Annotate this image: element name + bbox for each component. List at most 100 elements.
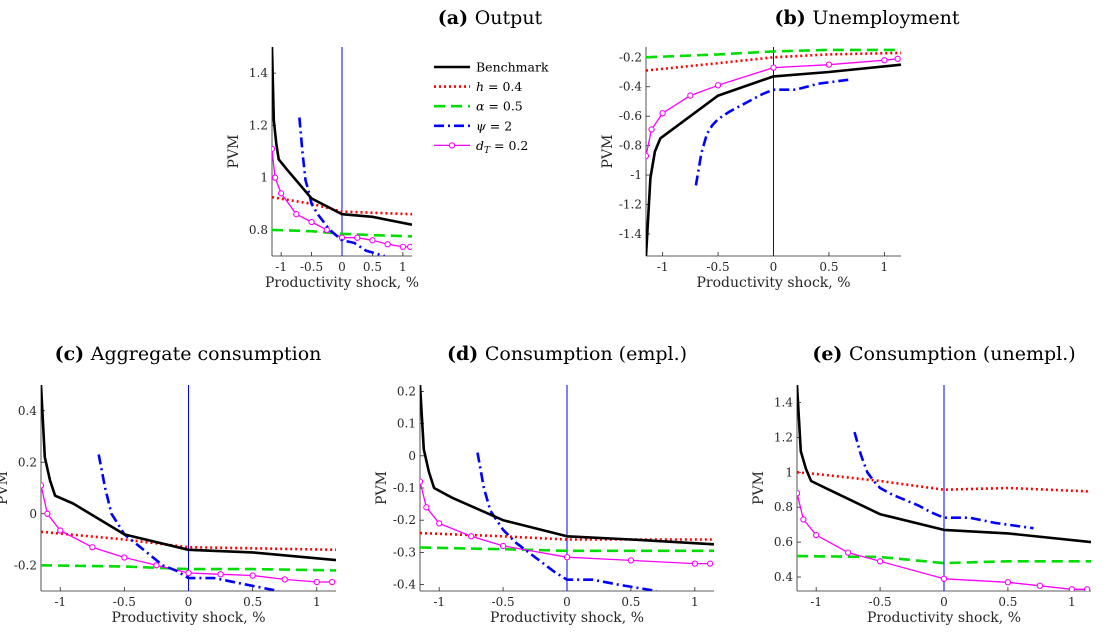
series-line-alpha — [272, 228, 412, 238]
series-point-dT — [1036, 582, 1044, 589]
series-point-dT — [881, 57, 888, 64]
y-tick-label: -0.2 — [393, 513, 416, 527]
x-tick-label: 1 — [691, 595, 699, 609]
series-point-dT — [940, 575, 948, 582]
series-line-bench — [646, 63, 901, 256]
series-line-h — [797, 471, 1091, 493]
x-tick-label: 1 — [313, 595, 321, 609]
y-tick-label: 1.4 — [774, 395, 793, 409]
y-tick-label: 0.2 — [18, 455, 37, 469]
series-line-alpha — [41, 564, 336, 572]
series-line-bench — [41, 385, 336, 562]
x-tick-label: 1 — [399, 260, 407, 274]
series-point-dT — [876, 558, 884, 565]
x-tick-label: 0 — [940, 595, 948, 609]
series-point-dT — [563, 554, 571, 561]
x-tick-label: 1 — [1068, 595, 1076, 609]
y-tick-label: -0.8 — [619, 139, 642, 153]
y-tick-label: 1 — [785, 465, 793, 479]
series-point-dT — [420, 478, 424, 485]
series-point-dT — [1084, 586, 1091, 591]
chart-panel-a: (a) Output -1 -0.5 0 0.5 1 0.8 1 1.2 1.4 Productiv… — [226, 7, 549, 291]
chart-panel-c: (c) Aggregate consumption -1 -0.5 0 0.5 1 -0.2… — [0, 343, 336, 626]
y-tick-label: 1 — [260, 171, 268, 185]
y-tick-label: 1.4 — [249, 66, 268, 80]
x-tick-label: 0 — [770, 260, 778, 274]
x-tick-label: 0 — [563, 595, 571, 609]
chart-panel-b: (b) Unemployment -1 -0.5 0 0.5 1 -1.4 -1.2 -1 -0.… — [600, 7, 960, 291]
series-point-dT — [423, 504, 430, 511]
x-axis-label: Productivity shock, % — [697, 275, 851, 291]
y-tick-label: 0.6 — [774, 535, 793, 549]
y-axis-label: PVM — [600, 135, 616, 169]
series-point-dT — [313, 578, 320, 586]
series-group — [272, 47, 412, 256]
series-point-dT — [329, 578, 336, 586]
series-group — [797, 385, 1091, 591]
y-tick-label: 1.2 — [249, 118, 268, 132]
y-tick-label: 0.8 — [249, 223, 268, 237]
series-point-dT — [185, 569, 192, 577]
series-line-dT — [272, 148, 411, 248]
chart-title: (b) Unemployment — [775, 7, 960, 29]
series-line-bench — [272, 47, 412, 226]
y-tick-label: -1.4 — [619, 227, 643, 241]
y-tick-label: -0.4 — [393, 578, 417, 592]
series-point-dT — [691, 560, 698, 567]
y-tick-label: 0 — [29, 507, 37, 521]
series-point-dT — [89, 544, 96, 551]
y-tick-label: -0.4 — [619, 80, 643, 94]
series-line-alpha — [646, 48, 901, 59]
series-line-psi — [97, 454, 279, 591]
series-line-bench — [420, 385, 714, 546]
series-point-dT — [1004, 579, 1012, 586]
series-point-dT — [648, 126, 655, 133]
y-tick-label: 0.4 — [18, 404, 37, 418]
series-point-dT — [369, 237, 376, 244]
x-axis-label: Productivity shock, % — [112, 610, 266, 626]
legend-marker-dT — [448, 142, 456, 149]
series-point-dT — [121, 554, 128, 561]
series-point-dT — [153, 562, 160, 569]
series-point-dT — [308, 218, 315, 226]
series-point-dT — [499, 542, 507, 550]
x-tick-label: -1 — [810, 595, 822, 609]
series-line-psi — [853, 431, 1034, 530]
series-group — [420, 385, 714, 591]
x-tick-label: -0.5 — [492, 595, 515, 609]
x-tick-label: 0.5 — [243, 595, 262, 609]
x-tick-label: 0.5 — [363, 260, 382, 274]
series-line-dT — [646, 58, 898, 157]
series-point-dT — [467, 533, 475, 540]
x-tick-label: -1 — [657, 260, 669, 274]
series-point-dT — [272, 145, 276, 153]
x-tick-label: 1 — [881, 260, 889, 274]
chart-title: (d) Consumption (empl.) — [447, 343, 687, 365]
chart-title: (a) Output — [438, 7, 543, 29]
y-tick-label: -0.3 — [393, 545, 416, 559]
series-point-dT — [687, 92, 694, 99]
series-point-dT — [354, 234, 361, 241]
y-axis-label: PVM — [0, 471, 11, 505]
series-point-dT — [277, 190, 285, 197]
series-group — [41, 385, 336, 591]
y-tick-label: -0.6 — [619, 109, 642, 123]
chart-panel-d: (d) Consumption (empl.) -1 -0.5 0 0.5 1 -0.4 -0… — [374, 343, 714, 626]
series-point-dT — [281, 576, 288, 583]
series-line-bench — [797, 385, 1091, 544]
chart-panel-e: (e) Consumption (unempl.) -1 -0.5 0 0.5 1 0.4 0… — [751, 343, 1091, 626]
legend-label: h = 0.4 — [476, 79, 522, 94]
legend-label: α = 0.5 — [476, 99, 523, 114]
series-point-dT — [894, 55, 901, 62]
series-point-dT — [797, 490, 801, 497]
y-tick-label: 0.4 — [774, 570, 793, 584]
y-tick-label: -0.2 — [14, 558, 37, 572]
x-tick-label: -1 — [433, 595, 445, 609]
series-point-dT — [813, 531, 820, 539]
series-point-dT — [399, 243, 407, 251]
series-point-dT — [44, 510, 51, 517]
x-tick-label: 0.5 — [998, 595, 1017, 609]
legend-label: ψ = 2 — [476, 118, 512, 133]
x-tick-label: -0.5 — [300, 260, 323, 274]
